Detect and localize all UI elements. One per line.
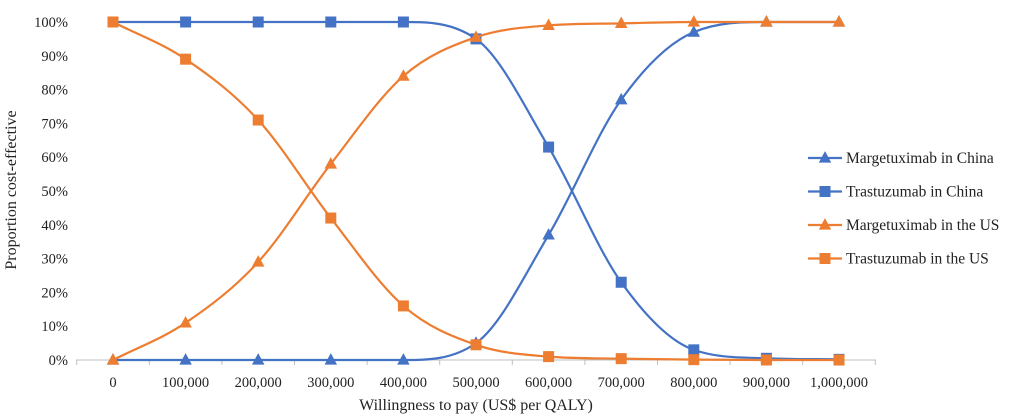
data-point [615,276,627,288]
legend-label: Margetuximab in the US [846,217,999,234]
legend-label: Margetuximab in China [846,150,994,167]
data-point [760,354,772,366]
data-point [251,353,265,365]
legend: Margetuximab in China Trastuzumab in Chin… [808,150,999,268]
data-point [760,15,773,27]
data-point [179,353,192,365]
data-point [687,25,701,37]
series-1 [107,16,845,365]
x-tick-label: 600,000 [525,375,572,391]
data-point [325,212,337,224]
y-tick-label: 100% [34,15,68,31]
series-layer [106,15,846,366]
x-tick-label: 300,000 [307,375,354,391]
data-point [614,92,628,105]
legend-marker [819,253,831,264]
data-point [614,16,628,28]
x-tick-label: 900,000 [743,375,790,391]
data-point [107,16,119,28]
data-point [180,53,192,65]
legend-marker [819,186,831,197]
legend-marker [818,151,832,163]
data-point [542,228,555,240]
data-point [251,255,265,267]
legend-item: Margetuximab in China [808,150,994,167]
y-tick-label: 20% [41,285,68,301]
data-point [180,16,192,28]
x-tick-label: 500,000 [452,375,499,391]
data-point [324,353,338,365]
x-tick-label: 0 [109,375,116,391]
y-axis-title: Proportion cost-effective [3,110,20,269]
data-point [252,16,264,28]
legend-item: Trastuzumab in China [808,184,983,201]
x-tick-label: 200,000 [235,375,282,391]
data-point [832,15,846,27]
data-point [397,69,410,81]
data-point [833,354,845,366]
y-tick-label: 60% [41,150,68,166]
data-point [470,339,482,351]
series-line [112,20,840,361]
data-point [469,30,483,42]
data-point [324,157,338,169]
data-point [252,114,264,126]
legend-item: Margetuximab in the US [808,217,999,234]
x-tick-label: 1,000,000 [810,375,868,391]
data-point [397,16,409,28]
data-point [543,351,555,363]
data-point [688,354,700,366]
data-point [542,18,555,30]
y-tick-label: 40% [41,218,68,234]
legend-item: Trastuzumab in the US [808,251,989,268]
x-axis: 0 100,000 200,000 300,000 400,000 500,000 600,… [76,360,876,391]
x-tick-label: 800,000 [670,375,717,391]
y-tick-label: 30% [41,252,68,268]
legend-label: Trastuzumab in China [846,184,983,201]
y-tick-label: 80% [41,83,68,99]
y-tick-label: 90% [41,49,68,65]
y-tick-label: 50% [41,184,68,200]
data-point [688,344,700,356]
data-point [106,353,120,365]
data-point [179,316,192,328]
data-point [325,16,337,28]
series-line [112,20,839,361]
series-3 [107,16,845,366]
series-line [112,21,839,362]
data-point [615,353,627,365]
legend-marker [818,218,832,230]
data-point [397,300,409,312]
y-tick-label: 10% [41,319,68,335]
y-tick-label: 70% [41,116,68,132]
x-axis-title: Willingness to pay (US$ per QALY) [359,397,593,414]
series-0 [106,15,846,365]
y-tick-label: 0% [49,353,68,369]
x-tick-label: 700,000 [598,375,645,391]
data-point [687,15,701,27]
x-tick-label: 400,000 [380,375,427,391]
legend-label: Trastuzumab in the US [846,251,989,268]
y-axis: 0% 10% 20% 30% 40% 50% 60% 70% 80% 90% 100% [34,15,68,369]
series-2 [106,15,846,365]
series-line [113,20,839,362]
x-tick-label: 100,000 [162,375,209,391]
data-point [397,353,410,365]
data-point [543,141,555,153]
